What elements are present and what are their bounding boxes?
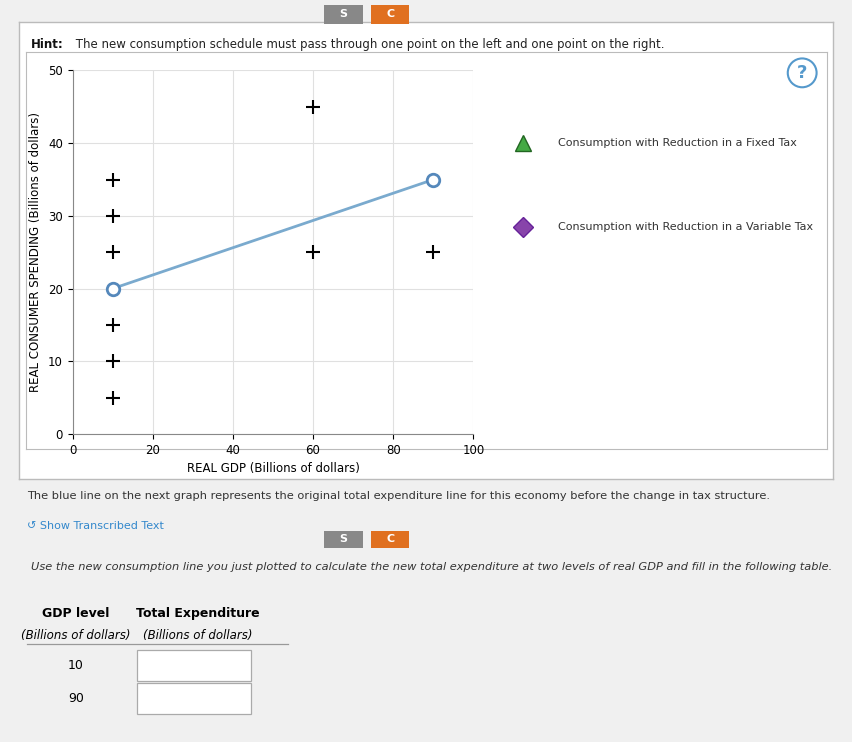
Text: 90: 90 (68, 692, 83, 705)
Bar (324, 531, 362, 548)
Text: (Billions of dollars): (Billions of dollars) (143, 629, 252, 642)
Text: The new consumption schedule must pass through one point on the left and one poi: The new consumption schedule must pass t… (72, 39, 664, 51)
Text: Hint:: Hint: (31, 39, 64, 51)
Text: The blue line on the next graph represents the original total expenditure line f: The blue line on the next graph represen… (27, 491, 769, 501)
Y-axis label: REAL CONSUMER SPENDING (Billions of dollars): REAL CONSUMER SPENDING (Billions of doll… (29, 112, 43, 393)
Text: (Billions of dollars): (Billions of dollars) (21, 629, 130, 642)
Text: ↺ Show Transcribed Text: ↺ Show Transcribed Text (27, 521, 164, 531)
Text: S: S (339, 10, 347, 19)
Bar (371, 531, 409, 548)
Text: Total Expenditure: Total Expenditure (136, 607, 260, 620)
FancyBboxPatch shape (136, 683, 250, 714)
Bar (324, 5, 362, 24)
Text: Consumption with Reduction in a Fixed Tax: Consumption with Reduction in a Fixed Ta… (557, 138, 796, 148)
Text: S: S (339, 534, 347, 545)
Text: ?: ? (796, 64, 806, 82)
FancyBboxPatch shape (136, 650, 250, 681)
Text: C: C (386, 10, 394, 19)
Bar (371, 5, 409, 24)
Text: GDP level: GDP level (42, 607, 109, 620)
Text: C: C (386, 534, 394, 545)
Text: Consumption with Reduction in a Variable Tax: Consumption with Reduction in a Variable… (557, 222, 812, 232)
Text: 10: 10 (68, 659, 83, 672)
X-axis label: REAL GDP (Billions of dollars): REAL GDP (Billions of dollars) (187, 462, 359, 476)
Text: Use the new consumption line you just plotted to calculate the new total expendi: Use the new consumption line you just pl… (31, 562, 832, 572)
